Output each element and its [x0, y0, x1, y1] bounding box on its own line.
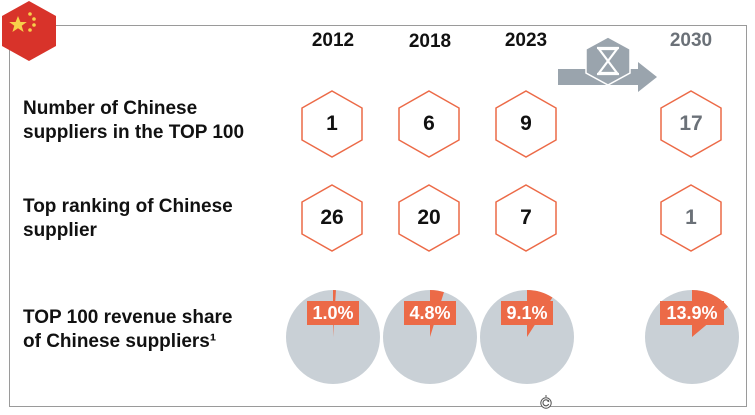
ranking-value-2023: 7: [520, 206, 532, 229]
suppliers-value-2012: 1: [326, 112, 338, 135]
rotate-icon[interactable]: [539, 395, 553, 409]
hexagon-ranking-2030: [660, 184, 722, 252]
hexagon-suppliers-2018: [398, 90, 460, 158]
suppliers-value-2018: 6: [423, 112, 435, 135]
pie-label-box-2023: [501, 301, 553, 325]
year-2018: 2018: [408, 31, 452, 52]
suppliers-value-2030: 17: [679, 112, 703, 135]
forecast-arrow: [558, 36, 657, 92]
ranking-value-2012: 26: [320, 206, 344, 229]
hexagon-ranking-2012: [301, 184, 363, 252]
ranking-value-2018: 20: [417, 206, 441, 229]
hourglass-icon: [585, 36, 631, 86]
year-2012: 2012: [311, 30, 355, 51]
china-flag-icon: [2, 1, 56, 61]
hexagon-suppliers-2023: [495, 90, 557, 158]
pie-label-box-2030: [660, 301, 724, 325]
suppliers-value-2023: 9: [520, 112, 532, 135]
pie-value-label-2023: 9.1%: [506, 303, 547, 323]
pie-value-label-2012: 1.0%: [312, 303, 353, 323]
hexagon-suppliers-2030: [660, 90, 722, 158]
year-2023: 2023: [504, 30, 548, 51]
pie-value-label-2018: 4.8%: [409, 303, 450, 323]
ranking-value-2030: 1: [685, 206, 697, 229]
pie-label-box-2018: [404, 301, 456, 325]
ranking-row-label: Top ranking of Chinese supplier: [23, 196, 233, 241]
hexagon-ranking-2023: [495, 184, 557, 252]
year-2030: 2030: [669, 30, 713, 51]
share-row-label: TOP 100 revenue share of Chinese supplier…: [23, 307, 233, 352]
pie-label-box-2012: [307, 301, 359, 325]
hexagon-suppliers-2012: [301, 90, 363, 158]
suppliers-row-label: Number of Chinese suppliers in the TOP 10…: [23, 98, 245, 143]
hexagon-ranking-2018: [398, 184, 460, 252]
pie-value-label-2030: 13.9%: [666, 303, 717, 323]
